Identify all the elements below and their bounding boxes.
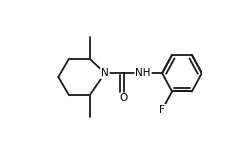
Text: F: F [158, 105, 164, 115]
Text: O: O [119, 93, 128, 103]
Text: N: N [100, 68, 108, 78]
Text: NH: NH [135, 68, 150, 78]
